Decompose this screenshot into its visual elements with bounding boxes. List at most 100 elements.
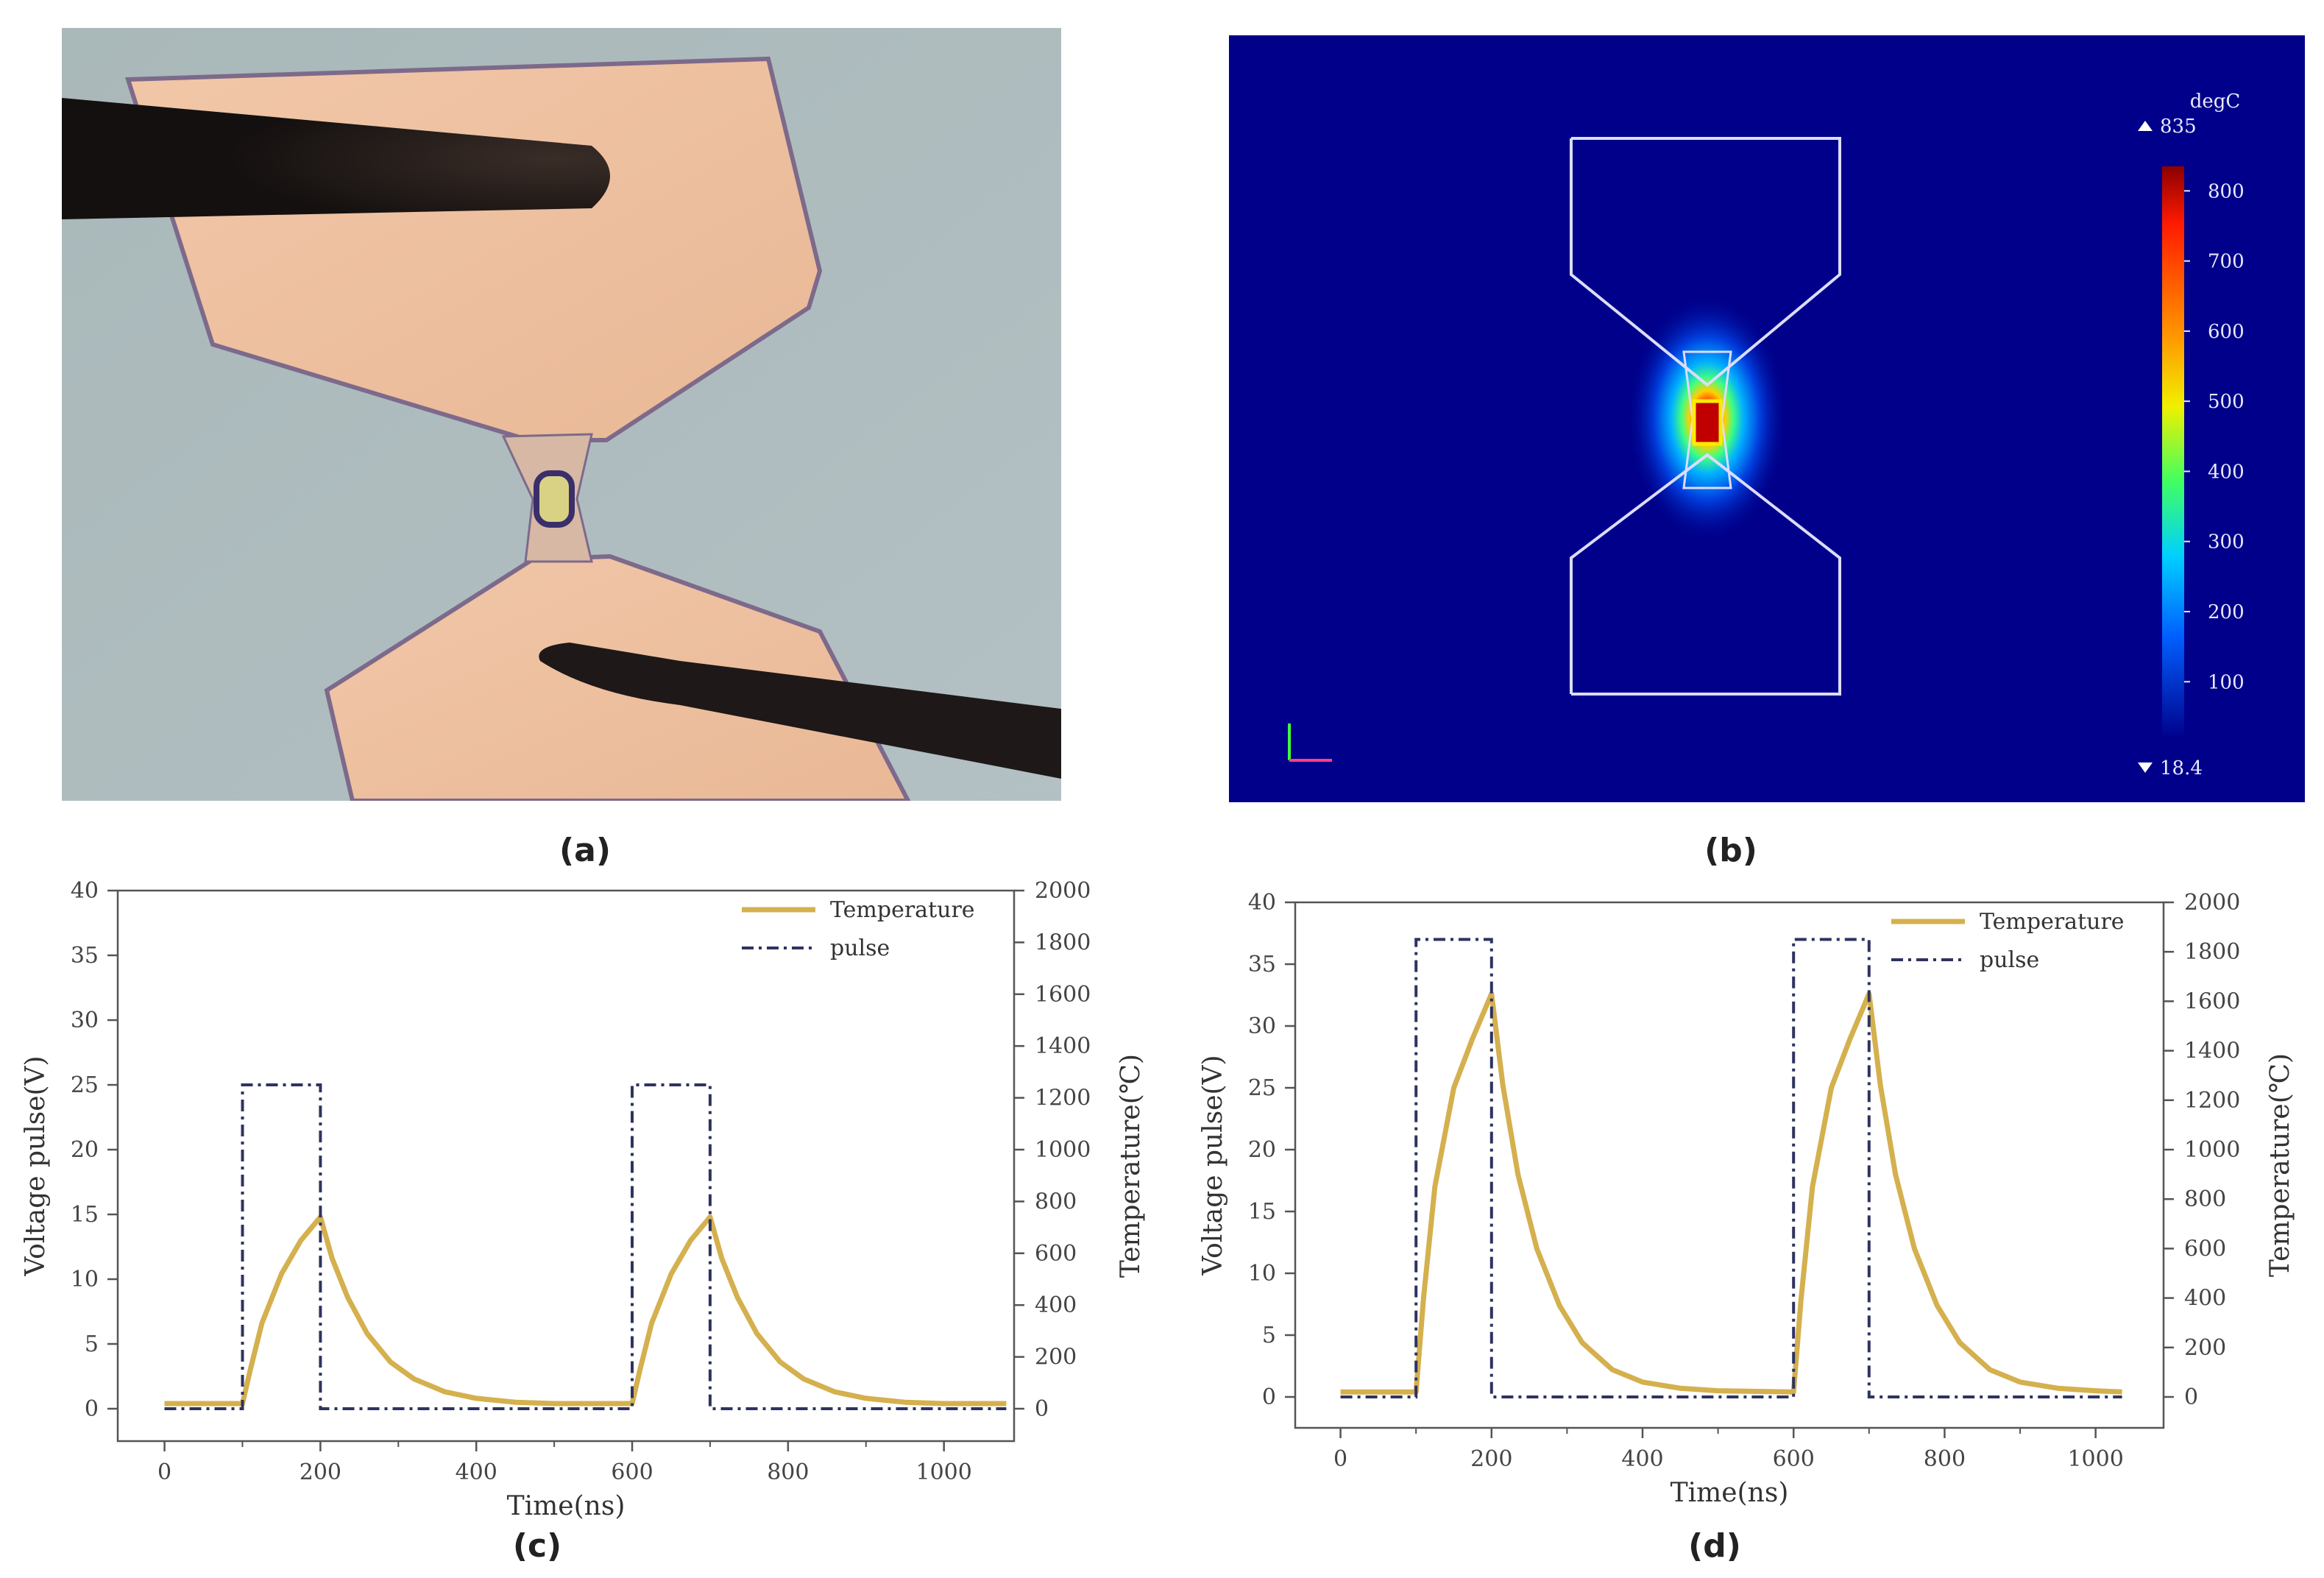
y-tick-label: 20 <box>1248 1137 1276 1163</box>
y2-tick-label: 1800 <box>1035 930 1091 955</box>
y-tick-label: 0 <box>1262 1384 1276 1410</box>
y-tick-label: 15 <box>1248 1199 1276 1225</box>
y-axis-label: Voltage pulse(V) <box>21 1055 51 1276</box>
colorbar-tick-label: 600 <box>2208 321 2245 343</box>
y-tick-label: 40 <box>71 878 99 904</box>
panel-c-chart: 0 200 400 600 800 1000 0 5 10 15 20 25 30 35 40 0 200 400… <box>0 868 1170 1531</box>
y2-tick-label: 1600 <box>1035 982 1091 1008</box>
x-tick-label: 0 <box>1333 1446 1347 1472</box>
y-tick-label: 25 <box>71 1072 99 1098</box>
y2-tick-label: 1200 <box>2184 1088 2240 1114</box>
plot-frame <box>116 889 1016 1443</box>
series-pulse-line <box>1340 938 2122 1398</box>
legend-pulse-label: pulse <box>830 935 890 961</box>
label-c: (c) <box>512 1527 562 1565</box>
label-a: (a) <box>559 832 611 869</box>
y2-tick-label: 1000 <box>2184 1137 2240 1163</box>
plot-frame <box>1294 901 2165 1429</box>
y-tick-label: 35 <box>1248 952 1276 977</box>
y2-tick-label: 1200 <box>1035 1086 1091 1111</box>
y-tick-label: 40 <box>1248 890 1276 916</box>
y2-tick-label: 600 <box>2184 1236 2226 1262</box>
y2-axis-label: Temperature(℃) <box>1116 1054 1146 1278</box>
y2-tick-label: 0 <box>2184 1384 2198 1410</box>
y-tick-label: 30 <box>1248 1013 1276 1039</box>
series-pulse-line <box>164 1083 1007 1410</box>
y2-axis-label: Temperature(℃) <box>2265 1053 2295 1277</box>
y2-tick-label: 1600 <box>2184 988 2240 1014</box>
series-temperature-line <box>164 1214 1007 1407</box>
colorbar-tick-label: 400 <box>2208 461 2245 483</box>
simulation-image: degC 835 18.4 800 700 600 500 400 300 200 100 <box>1229 35 2305 802</box>
legend-temperature-label: Temperature <box>1980 909 2125 935</box>
y2-tick-label: 200 <box>2184 1335 2226 1361</box>
x-tick-label: 400 <box>456 1460 497 1485</box>
series-temperature-line <box>1340 991 2122 1395</box>
x-tick-label: 400 <box>1621 1446 1663 1472</box>
y-tick-label: 0 <box>85 1396 99 1422</box>
y2-tick-label: 400 <box>2184 1286 2226 1312</box>
panel-d-chart: 0 200 400 600 800 1000 0 5 10 15 20 25 30 35 40 0 200 400… <box>1177 883 2324 1531</box>
y-axis-label: Voltage pulse(V) <box>1198 1055 1228 1276</box>
panel-a-micrograph <box>62 28 1061 803</box>
legend-temperature-label: Temperature <box>830 897 975 923</box>
y-tick-label: 5 <box>85 1331 99 1357</box>
label-d: (d) <box>1688 1527 1741 1565</box>
y-tick-label: 10 <box>71 1267 99 1292</box>
colorbar-min: 18.4 <box>2160 757 2203 779</box>
upper-probe <box>62 98 610 219</box>
y-tick-label: 35 <box>71 943 99 969</box>
colorbar <box>2162 166 2184 739</box>
x-tick-label: 200 <box>1470 1446 1512 1472</box>
y2-tick-label: 1400 <box>1035 1033 1091 1059</box>
device-cell <box>534 470 575 528</box>
y-tick-label: 20 <box>71 1137 99 1163</box>
colorbar-tick-label: 300 <box>2208 531 2245 553</box>
lower-electrode-outline <box>1570 453 1841 696</box>
x-tick-label: 1000 <box>915 1460 971 1485</box>
x-tick-label: 0 <box>157 1460 171 1485</box>
colorbar-ticks: 800 700 600 500 400 300 200 100 <box>2184 180 2245 693</box>
upper-electrode-outline <box>1570 137 1841 387</box>
lower-probe <box>539 643 1061 779</box>
colorbar-max: 835 <box>2160 116 2197 138</box>
micrograph-image <box>62 28 1061 803</box>
chart-c: 0 200 400 600 800 100005101520253035400200400… <box>21 878 1146 1521</box>
label-b: (b) <box>1704 832 1757 869</box>
y2-tick-label: 1000 <box>1035 1137 1091 1163</box>
legend-pulse-label: pulse <box>1980 947 2039 973</box>
x-tick-label: 600 <box>611 1460 653 1485</box>
x-tick-label: 200 <box>300 1460 341 1485</box>
y2-tick-label: 800 <box>1035 1189 1077 1214</box>
y2-tick-label: 200 <box>1035 1345 1077 1370</box>
colorbar-tick-label: 700 <box>2208 251 2245 273</box>
y-tick-label: 15 <box>71 1202 99 1228</box>
colorbar-unit: degC <box>2190 91 2241 113</box>
x-tick-label: 800 <box>767 1460 809 1485</box>
x-tick-label: 800 <box>1924 1446 1966 1472</box>
x-axis-label: Time(ns) <box>507 1491 626 1521</box>
panel-b-simulation: degC 835 18.4 800 700 600 500 400 300 200 100 <box>1229 35 2305 802</box>
cell-hotspot <box>1692 399 1723 446</box>
y2-tick-label: 0 <box>1035 1396 1049 1422</box>
x-tick-label: 600 <box>1773 1446 1815 1472</box>
y2-tick-label: 400 <box>1035 1292 1077 1318</box>
x-tick-label: 1000 <box>2067 1446 2123 1472</box>
y-tick-label: 25 <box>1248 1075 1276 1101</box>
y2-tick-label: 1800 <box>2184 939 2240 965</box>
y-tick-label: 5 <box>1262 1323 1276 1348</box>
y2-tick-label: 2000 <box>1035 878 1091 904</box>
x-axis-label: Time(ns) <box>1671 1478 1789 1508</box>
chart-d: 0 200 400 600 800 100005101520253035400200400… <box>1198 890 2295 1508</box>
colorbar-tick-label: 500 <box>2208 391 2245 413</box>
y2-tick-label: 2000 <box>2184 890 2240 916</box>
y-tick-label: 30 <box>71 1008 99 1033</box>
y2-tick-label: 800 <box>2184 1186 2226 1212</box>
y2-tick-label: 1400 <box>2184 1039 2240 1064</box>
colorbar-tick-label: 800 <box>2208 180 2245 202</box>
colorbar-tick-label: 100 <box>2208 671 2245 693</box>
y2-tick-label: 600 <box>1035 1241 1077 1267</box>
colorbar-tick-label: 200 <box>2208 601 2245 623</box>
min-marker-icon <box>2138 763 2153 773</box>
max-marker-icon <box>2138 121 2153 131</box>
